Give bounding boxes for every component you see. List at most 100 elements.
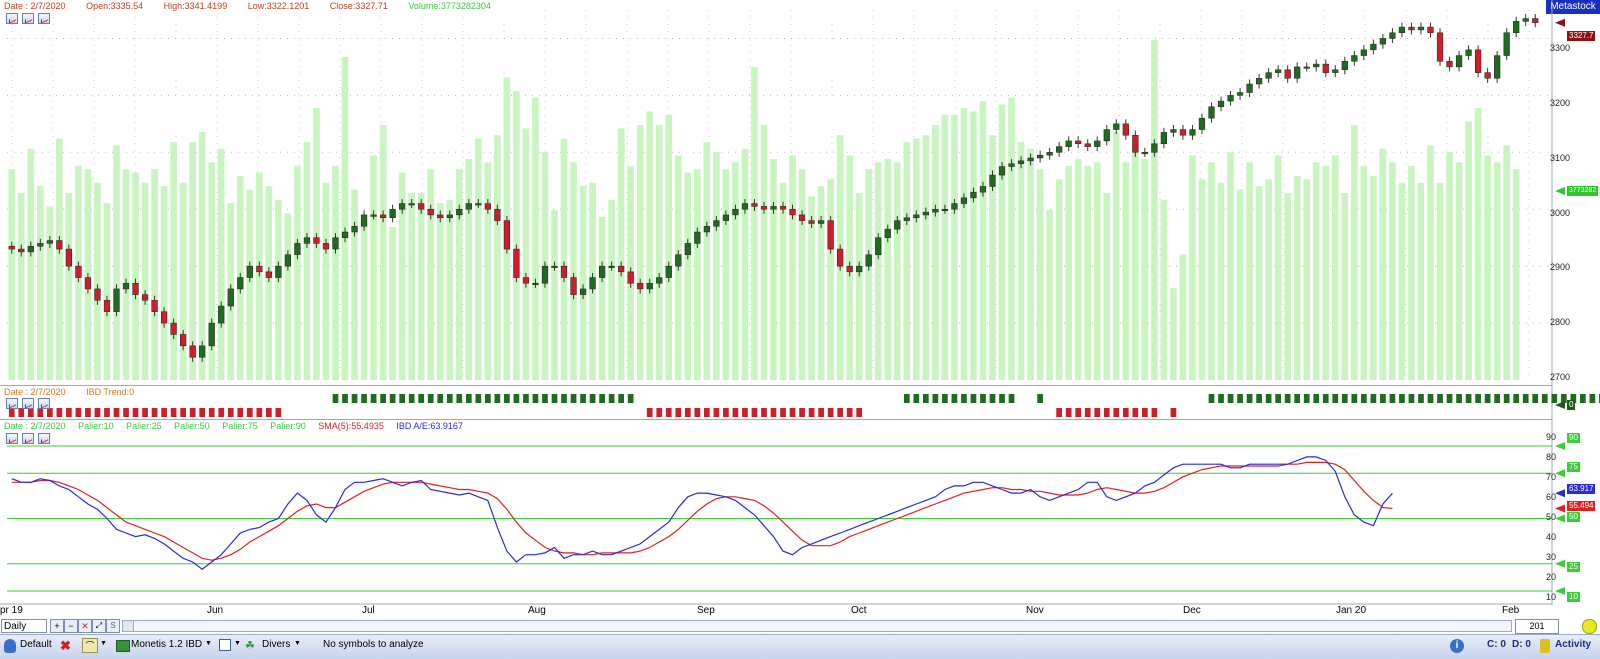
candle: [189, 345, 196, 358]
indicator-set-select[interactable]: Monetis 1.2 IBD: [131, 639, 203, 650]
volume-bar: [1141, 159, 1149, 380]
trend-indicator-icon[interactable]: [38, 398, 50, 409]
trend-bar: [942, 394, 948, 403]
trend-bar: [199, 408, 206, 417]
info-icon[interactable]: i: [1450, 639, 1464, 653]
rsi-indicator-icon[interactable]: [38, 433, 50, 444]
candle: [1332, 69, 1339, 73]
trend-bar: [85, 408, 91, 417]
volume-bar: [408, 193, 416, 380]
trend-bar: [980, 394, 986, 403]
layout-label[interactable]: Default: [20, 639, 52, 650]
ae-value-marker: 63.917: [1567, 484, 1596, 494]
window-icon[interactable]: [219, 639, 231, 651]
scrollbar-track[interactable]: [122, 620, 1512, 632]
chart-indicator-icon[interactable]: [38, 13, 50, 24]
chart-zoom-icon[interactable]: [22, 13, 34, 24]
volume-bar: [1046, 210, 1053, 380]
divers-menu[interactable]: Divers: [262, 639, 291, 650]
chevron-down-icon[interactable]: ▼: [294, 640, 301, 647]
candle: [360, 214, 368, 227]
trend-bar: [1465, 394, 1472, 403]
candle: [494, 208, 501, 221]
volume-bar: [513, 91, 520, 380]
trend-bar: [532, 394, 539, 403]
candle: [351, 226, 358, 233]
volume-bar: [1436, 182, 1444, 380]
trend-bar: [1246, 394, 1253, 403]
volume-bar: [474, 138, 482, 380]
trend-bar: [1380, 394, 1386, 403]
trend-bar: [1084, 408, 1091, 417]
trend-bar: [694, 408, 701, 417]
zoom-in-icon[interactable]: +: [50, 619, 64, 633]
volume-bar: [151, 169, 158, 380]
rsi-properties-icon[interactable]: [6, 433, 18, 444]
trend-bar: [1332, 394, 1339, 403]
volume-bar: [1474, 108, 1482, 380]
volume-bar: [1350, 125, 1358, 380]
volume-bar: [1246, 162, 1253, 380]
chart-icon[interactable]: ⌒: [82, 638, 98, 653]
candle: [1455, 55, 1463, 68]
period-select[interactable]: Daily: [1, 619, 47, 633]
fit-icon[interactable]: ⤢: [92, 619, 106, 633]
rsi-zoom-icon[interactable]: [22, 433, 34, 444]
chart-area[interactable]: [0, 0, 1600, 634]
trend-properties-icon[interactable]: [6, 398, 18, 409]
zoom-out-icon[interactable]: −: [64, 619, 78, 633]
volume-bar: [941, 114, 949, 381]
chevron-down-icon[interactable]: ▼: [100, 640, 107, 647]
trend-bar: [1456, 394, 1462, 403]
trend-bar: [618, 394, 625, 403]
chevron-down-icon[interactable]: ▼: [234, 640, 241, 647]
trend-zoom-icon[interactable]: [22, 398, 34, 409]
user-icon[interactable]: [4, 639, 16, 653]
trend-bar: [1484, 394, 1491, 403]
chart-properties-icon[interactable]: [6, 13, 18, 24]
volume-bar: [1017, 142, 1025, 380]
page-indicator[interactable]: 201: [1515, 619, 1559, 634]
activity-icon: [1540, 639, 1550, 653]
volume-bar: [570, 162, 577, 380]
activity-label[interactable]: Activity: [1555, 639, 1592, 650]
palier-75-legend: Palier:75: [222, 421, 258, 431]
d-count: D: 0: [1512, 639, 1531, 650]
divers-icon: ☘: [245, 640, 255, 652]
s-button[interactable]: S: [106, 619, 120, 633]
candle: [1122, 123, 1129, 136]
volume-bar: [46, 206, 54, 380]
candle: [599, 265, 606, 278]
volume-bar: [1360, 165, 1368, 380]
scrollbar-left-arrow[interactable]: [123, 621, 134, 631]
candle: [646, 282, 653, 290]
candle: [437, 214, 444, 219]
volume-bar: [36, 186, 44, 380]
pane-divider[interactable]: [0, 385, 1552, 386]
trend-bar: [123, 408, 129, 417]
volume-bar: [1008, 97, 1015, 381]
pane-divider[interactable]: [0, 419, 1552, 420]
volume-bar: [1370, 176, 1377, 380]
delete-icon[interactable]: ✖: [60, 638, 71, 653]
candle: [1313, 63, 1320, 68]
volume-bar: [455, 169, 463, 380]
chevron-down-icon[interactable]: ▼: [205, 640, 212, 647]
candle: [389, 208, 396, 219]
trend-bar: [1008, 394, 1015, 403]
volume-bar: [1131, 142, 1139, 380]
volume-bar: [608, 199, 615, 380]
go-button[interactable]: [1582, 619, 1597, 634]
trend-bar: [742, 408, 748, 417]
remove-zoom-icon[interactable]: ✕: [78, 619, 92, 633]
candle: [399, 203, 406, 210]
trend-bar: [456, 394, 463, 403]
candle: [484, 203, 491, 210]
candle: [332, 237, 339, 250]
trend-bar: [246, 408, 253, 417]
price-header: Date : 2/7/2020 Open:3335.54 High:3341.4…: [4, 1, 509, 11]
volume-bar: [1465, 121, 1472, 380]
rsi-tick: 40: [1545, 532, 1556, 542]
volume-bar: [1389, 162, 1396, 380]
volume-bar: [141, 182, 149, 380]
